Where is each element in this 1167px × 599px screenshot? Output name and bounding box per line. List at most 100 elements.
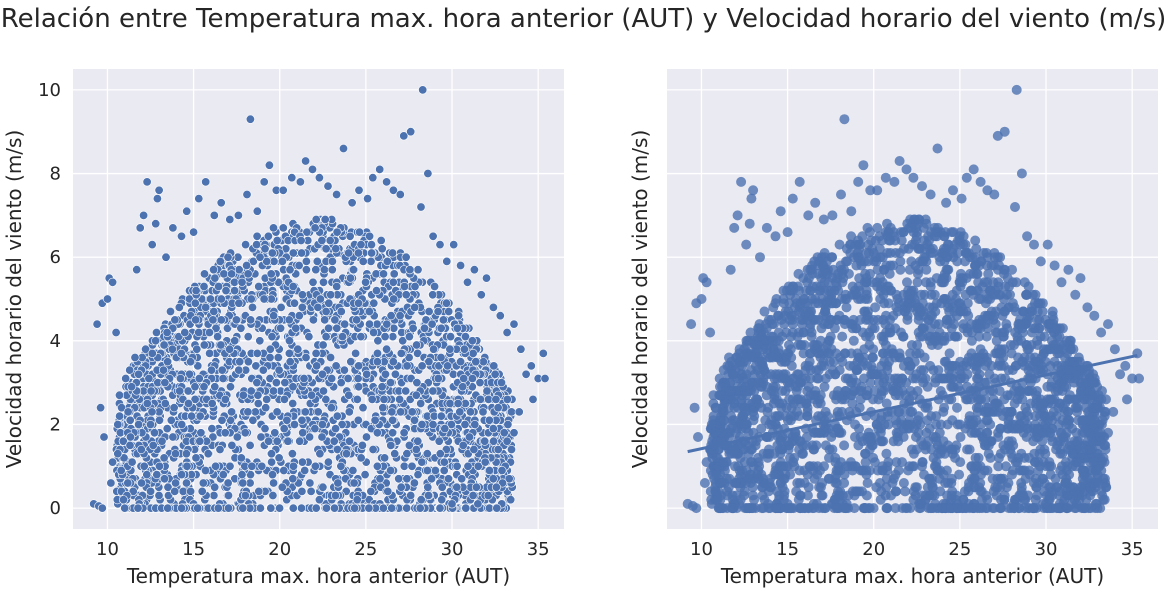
scatter-marks bbox=[89, 85, 550, 513]
x-tick-label: 35 bbox=[1121, 539, 1144, 560]
data-point bbox=[785, 452, 795, 463]
data-point bbox=[794, 465, 805, 476]
data-point bbox=[799, 294, 810, 304]
data-point bbox=[868, 365, 879, 376]
data-point bbox=[938, 436, 949, 447]
data-point bbox=[737, 373, 748, 384]
y-tick-label: 0 bbox=[50, 498, 61, 519]
data-point bbox=[854, 423, 864, 434]
data-point bbox=[937, 248, 948, 258]
data-point bbox=[839, 440, 850, 451]
x-tick-label: 20 bbox=[268, 539, 291, 560]
data-point bbox=[900, 486, 911, 497]
data-point bbox=[1049, 356, 1060, 367]
data-point bbox=[888, 310, 899, 321]
x-tick-label: 30 bbox=[441, 539, 464, 560]
data-point bbox=[973, 394, 983, 405]
data-point bbox=[1005, 340, 1016, 350]
x-tick-label: 30 bbox=[1035, 539, 1058, 560]
data-point bbox=[891, 289, 902, 300]
data-point bbox=[935, 448, 946, 459]
data-point bbox=[919, 289, 930, 300]
data-point bbox=[760, 415, 771, 426]
data-point bbox=[890, 486, 901, 497]
data-point bbox=[930, 306, 941, 317]
data-point bbox=[999, 490, 1010, 501]
data-point bbox=[1063, 419, 1074, 430]
data-point bbox=[908, 448, 919, 459]
data-point bbox=[947, 415, 958, 426]
data-point bbox=[974, 369, 985, 380]
data-point bbox=[906, 256, 917, 267]
data-point bbox=[321, 332, 331, 342]
data-point bbox=[241, 240, 251, 250]
data-point bbox=[1037, 306, 1048, 317]
data-point bbox=[941, 465, 952, 476]
page-title: Relación entre Temperatura max. hora ant… bbox=[0, 4, 1167, 34]
data-point bbox=[769, 373, 780, 384]
data-point bbox=[993, 427, 1004, 438]
data-point bbox=[753, 473, 764, 484]
data-point bbox=[983, 268, 994, 279]
y-tick-label: 4 bbox=[50, 331, 61, 352]
data-point bbox=[785, 285, 796, 296]
x-tick-label: 10 bbox=[690, 539, 713, 560]
y-tick-label: 2 bbox=[50, 414, 61, 435]
data-point bbox=[1022, 419, 1032, 430]
data-point bbox=[321, 394, 331, 404]
x-tick-label: 15 bbox=[776, 539, 799, 560]
data-point bbox=[1030, 323, 1041, 334]
data-point bbox=[1054, 419, 1064, 430]
y-tick-label: 8 bbox=[50, 164, 61, 185]
x-tick-label: 25 bbox=[354, 539, 377, 560]
data-point bbox=[911, 482, 922, 493]
data-point bbox=[905, 214, 916, 225]
data-point bbox=[810, 294, 821, 304]
data-point bbox=[1027, 306, 1038, 317]
data-point bbox=[819, 381, 830, 392]
data-point bbox=[1001, 406, 1012, 417]
data-point bbox=[1099, 494, 1110, 505]
x-tick-label: 15 bbox=[182, 539, 205, 560]
x-tick-label: 35 bbox=[527, 539, 550, 560]
data-point bbox=[820, 268, 831, 279]
data-point bbox=[975, 344, 986, 355]
data-point bbox=[848, 335, 859, 346]
data-point bbox=[1001, 461, 1011, 472]
data-point bbox=[793, 268, 804, 279]
data-point bbox=[866, 436, 877, 447]
data-point bbox=[976, 486, 987, 497]
data-point bbox=[904, 264, 915, 275]
data-point bbox=[1021, 386, 1032, 396]
data-point bbox=[733, 461, 744, 472]
data-point bbox=[837, 331, 848, 342]
data-point bbox=[995, 252, 1006, 263]
data-point bbox=[793, 340, 804, 350]
data-point bbox=[881, 448, 892, 459]
data-point bbox=[336, 378, 346, 388]
data-point bbox=[265, 373, 275, 383]
data-point bbox=[895, 352, 905, 363]
data-point bbox=[876, 436, 887, 447]
data-point bbox=[305, 432, 315, 442]
data-point bbox=[905, 348, 916, 359]
data-point bbox=[962, 327, 973, 338]
data-point bbox=[888, 436, 899, 447]
data-point bbox=[945, 314, 956, 325]
data-point bbox=[952, 402, 962, 413]
data-point bbox=[825, 314, 836, 325]
data-point bbox=[979, 465, 990, 476]
y-tick-label: 6 bbox=[50, 247, 61, 268]
data-point bbox=[954, 469, 965, 480]
data-point bbox=[819, 461, 829, 472]
data-point bbox=[812, 373, 823, 384]
data-point bbox=[1004, 281, 1014, 292]
data-point bbox=[797, 448, 808, 459]
y-tick-label: 10 bbox=[38, 80, 61, 101]
data-point bbox=[820, 440, 831, 451]
data-point bbox=[952, 256, 963, 267]
data-point bbox=[923, 436, 934, 447]
data-point bbox=[912, 340, 923, 350]
